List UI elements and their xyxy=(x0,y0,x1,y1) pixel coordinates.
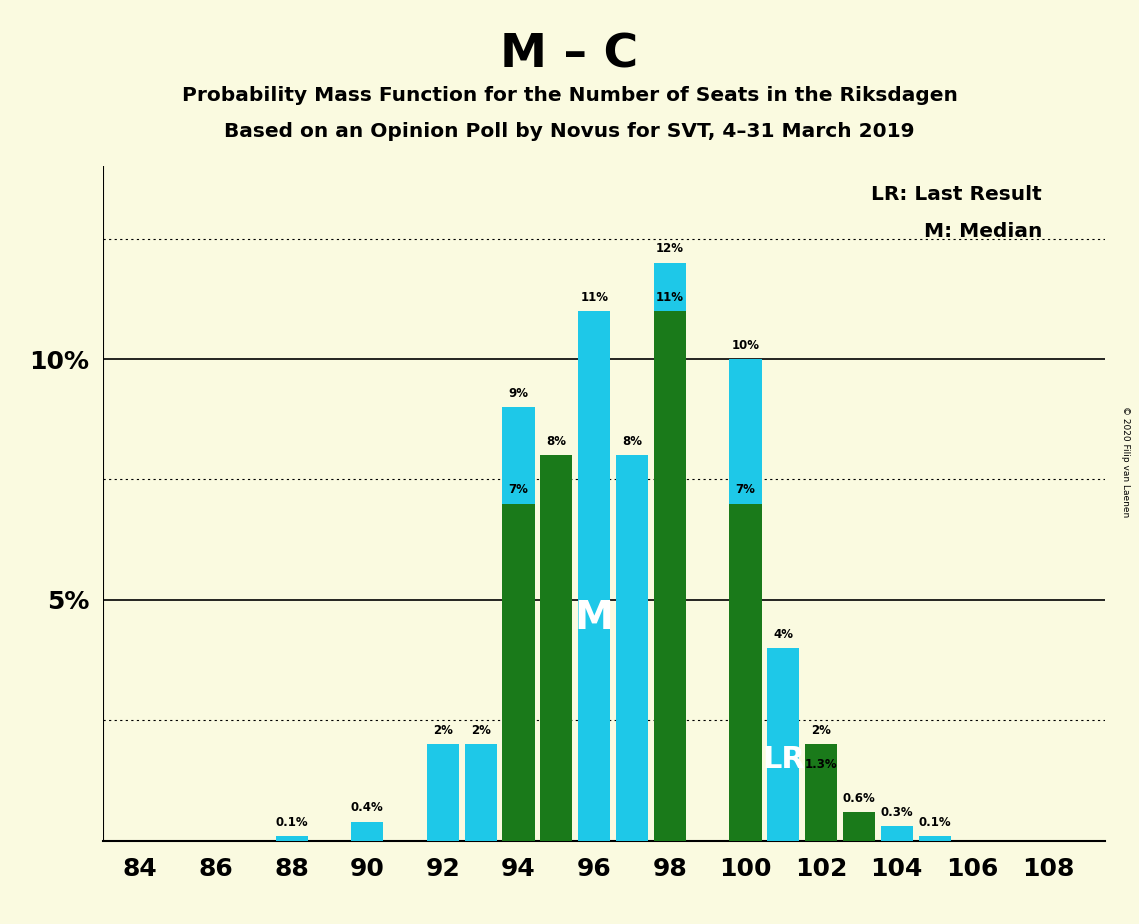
Text: M: Median: M: Median xyxy=(924,222,1042,241)
Text: 0.6%: 0.6% xyxy=(843,792,876,805)
Text: 11%: 11% xyxy=(656,291,683,304)
Bar xyxy=(805,745,837,841)
Text: 0.1%: 0.1% xyxy=(918,816,951,829)
Bar xyxy=(540,456,573,841)
Bar xyxy=(502,504,534,841)
Text: 11%: 11% xyxy=(580,291,608,304)
Text: 2%: 2% xyxy=(811,724,831,737)
Text: 0.3%: 0.3% xyxy=(880,806,913,820)
Bar xyxy=(843,812,875,841)
Bar xyxy=(616,456,648,841)
Text: M: M xyxy=(575,600,614,638)
Text: 2%: 2% xyxy=(470,724,491,737)
Text: LR: Last Result: LR: Last Result xyxy=(871,185,1042,204)
Text: 7%: 7% xyxy=(736,483,755,496)
Text: Probability Mass Function for the Number of Seats in the Riksdagen: Probability Mass Function for the Number… xyxy=(181,86,958,105)
Text: LR: LR xyxy=(762,746,805,774)
Bar xyxy=(427,745,459,841)
Bar xyxy=(880,826,912,841)
Text: 4%: 4% xyxy=(773,628,794,641)
Bar xyxy=(768,648,800,841)
Bar xyxy=(918,836,951,841)
Text: 0.4%: 0.4% xyxy=(351,801,384,814)
Text: 12%: 12% xyxy=(656,242,683,255)
Bar xyxy=(465,745,497,841)
Text: 8%: 8% xyxy=(547,435,566,448)
Bar xyxy=(729,359,762,841)
Bar xyxy=(654,262,686,841)
Text: 9%: 9% xyxy=(509,387,528,400)
Bar xyxy=(654,310,686,841)
Bar xyxy=(351,821,384,841)
Bar xyxy=(729,504,762,841)
Text: 1.3%: 1.3% xyxy=(805,758,837,771)
Text: 10%: 10% xyxy=(731,339,760,352)
Bar xyxy=(276,836,308,841)
Text: 7%: 7% xyxy=(509,483,528,496)
Bar xyxy=(502,407,534,841)
Text: Based on an Opinion Poll by Novus for SVT, 4–31 March 2019: Based on an Opinion Poll by Novus for SV… xyxy=(224,122,915,141)
Bar xyxy=(805,778,837,841)
Text: 8%: 8% xyxy=(622,435,642,448)
Text: 0.1%: 0.1% xyxy=(276,816,308,829)
Bar xyxy=(579,310,611,841)
Text: 2%: 2% xyxy=(433,724,453,737)
Text: © 2020 Filip van Laenen: © 2020 Filip van Laenen xyxy=(1121,407,1130,517)
Text: M – C: M – C xyxy=(500,32,639,78)
